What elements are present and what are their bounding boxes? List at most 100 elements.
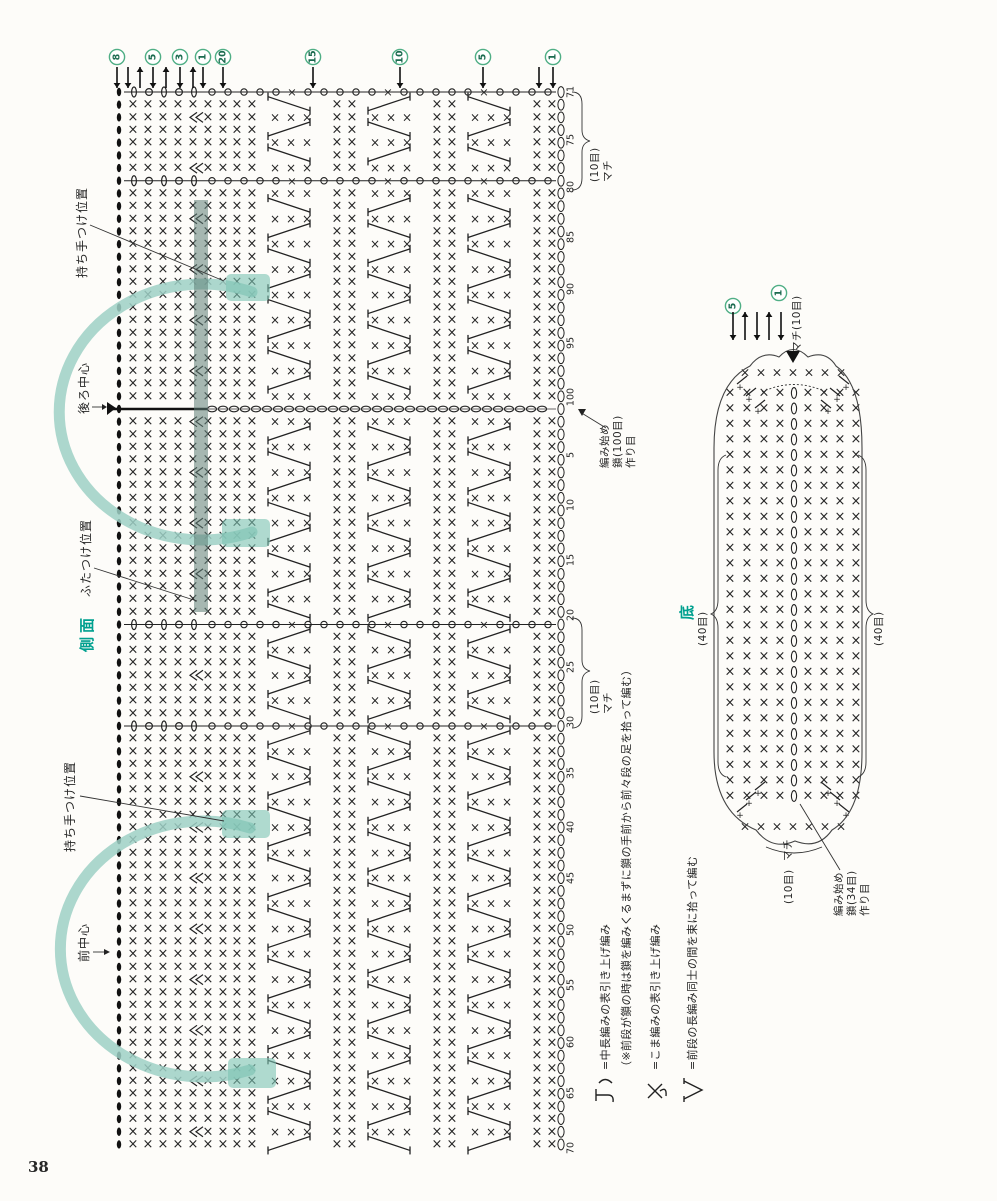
stitch-row: ××××××××××××××× (116, 143, 565, 166)
svg-text:×: × (470, 415, 480, 429)
svg-text:×: × (188, 655, 199, 670)
svg-text:×: × (247, 693, 258, 708)
svg-text:×: × (347, 921, 358, 936)
direction-arrowhead (741, 312, 749, 317)
svg-text:×: × (447, 211, 458, 226)
svg-text:×: × (143, 1099, 154, 1114)
svg-text:×: × (218, 883, 229, 898)
svg-text:×: × (432, 668, 443, 683)
svg-text:×: × (347, 186, 358, 201)
svg-text:×: × (143, 757, 154, 772)
handle-arc-back (53, 278, 258, 546)
svg-text:×: × (547, 376, 558, 391)
svg-text:×: × (370, 1125, 380, 1139)
svg-text:×: × (188, 680, 199, 695)
svg-text:×: × (232, 1099, 243, 1114)
svg-text:×: × (332, 440, 343, 455)
svg-text:×: × (218, 858, 229, 873)
svg-text:×: × (128, 161, 139, 176)
svg-text:×: × (851, 618, 862, 633)
svg-text:×: × (158, 148, 169, 163)
svg-text:×: × (502, 237, 512, 251)
svg-text:×: × (332, 528, 343, 543)
svg-text:×: × (143, 351, 154, 366)
svg-text:×: × (128, 528, 139, 543)
svg-text:×: × (803, 541, 814, 556)
svg-text:×: × (232, 896, 243, 911)
svg-text:×: × (759, 587, 770, 602)
lid-position-bar (194, 200, 208, 612)
svg-text:×: × (143, 389, 154, 404)
svg-text:×: × (302, 947, 312, 961)
svg-text:×: × (332, 313, 343, 328)
svg-text:×: × (835, 541, 846, 556)
svg-text:×: × (232, 997, 243, 1012)
svg-text:×: × (347, 237, 358, 252)
svg-text:×: × (247, 224, 258, 239)
svg-text:×: × (402, 744, 412, 758)
svg-text:×: × (819, 665, 830, 680)
increase-marks: ++++++++++++ (736, 375, 850, 821)
svg-text:×: × (347, 744, 358, 759)
svg-text:×: × (143, 706, 154, 721)
svg-text:×: × (128, 668, 139, 683)
svg-text:×: × (203, 97, 214, 112)
svg-text:×: × (835, 634, 846, 649)
svg-text:×: × (532, 1023, 543, 1038)
svg-text:×: × (835, 525, 846, 540)
stitch-row: ××××××××××××××× (116, 878, 565, 901)
svg-text:×: × (432, 275, 443, 290)
svg-text:×: × (247, 782, 258, 797)
svg-text:×: × (232, 833, 243, 848)
svg-text:×: × (332, 668, 343, 683)
svg-text:×: × (547, 642, 558, 657)
svg-text:×: × (128, 452, 139, 467)
svg-text:×: × (158, 97, 169, 112)
svg-text:×: × (247, 731, 258, 746)
svg-text:×: × (819, 587, 830, 602)
svg-text:×: × (835, 401, 846, 416)
svg-text:×: × (725, 696, 736, 711)
svg-text:×: × (547, 909, 558, 924)
svg-text:×: × (218, 630, 229, 645)
svg-text:×: × (447, 262, 458, 277)
svg-text:×: × (347, 490, 358, 505)
svg-text:×: × (143, 693, 154, 708)
svg-text:×: × (270, 440, 280, 454)
svg-text:×: × (803, 618, 814, 633)
svg-text:×: × (432, 325, 443, 340)
svg-text:×: × (173, 465, 184, 480)
svg-text:×: × (143, 985, 154, 1000)
stitch-row: ××××××××××××××× (116, 422, 565, 445)
svg-text:×: × (532, 1074, 543, 1089)
direction-arrowhead (535, 83, 543, 88)
svg-text:×: × (188, 592, 199, 607)
svg-text:×: × (232, 490, 243, 505)
svg-text:×: × (173, 668, 184, 683)
stitch-row: ××××××××××××××× (116, 650, 565, 673)
svg-text:×: × (188, 554, 199, 569)
svg-text:×: × (143, 731, 154, 746)
direction-arrowhead (124, 83, 132, 88)
svg-text:×: × (759, 525, 770, 540)
svg-text:×: × (143, 1124, 154, 1139)
svg-text:×: × (470, 288, 480, 302)
svg-text:×: × (218, 1036, 229, 1051)
svg-text:×: × (173, 1061, 184, 1076)
svg-text:×: × (432, 528, 443, 543)
svg-text:×: × (173, 1112, 184, 1127)
svg-text:×: × (158, 769, 169, 784)
svg-text:×: × (402, 922, 412, 936)
svg-text:×: × (470, 237, 480, 251)
svg-text:×: × (386, 1074, 396, 1088)
svg-text:×: × (532, 503, 543, 518)
svg-text:×: × (128, 148, 139, 163)
svg-text:×: × (332, 478, 343, 493)
svg-text:×: × (332, 363, 343, 378)
svg-text:×: × (470, 922, 480, 936)
svg-text:×: × (188, 731, 199, 746)
svg-text:×: × (803, 556, 814, 571)
svg-text:×: × (247, 249, 258, 264)
svg-text:×: × (547, 135, 558, 150)
svg-text:×: × (247, 363, 258, 378)
